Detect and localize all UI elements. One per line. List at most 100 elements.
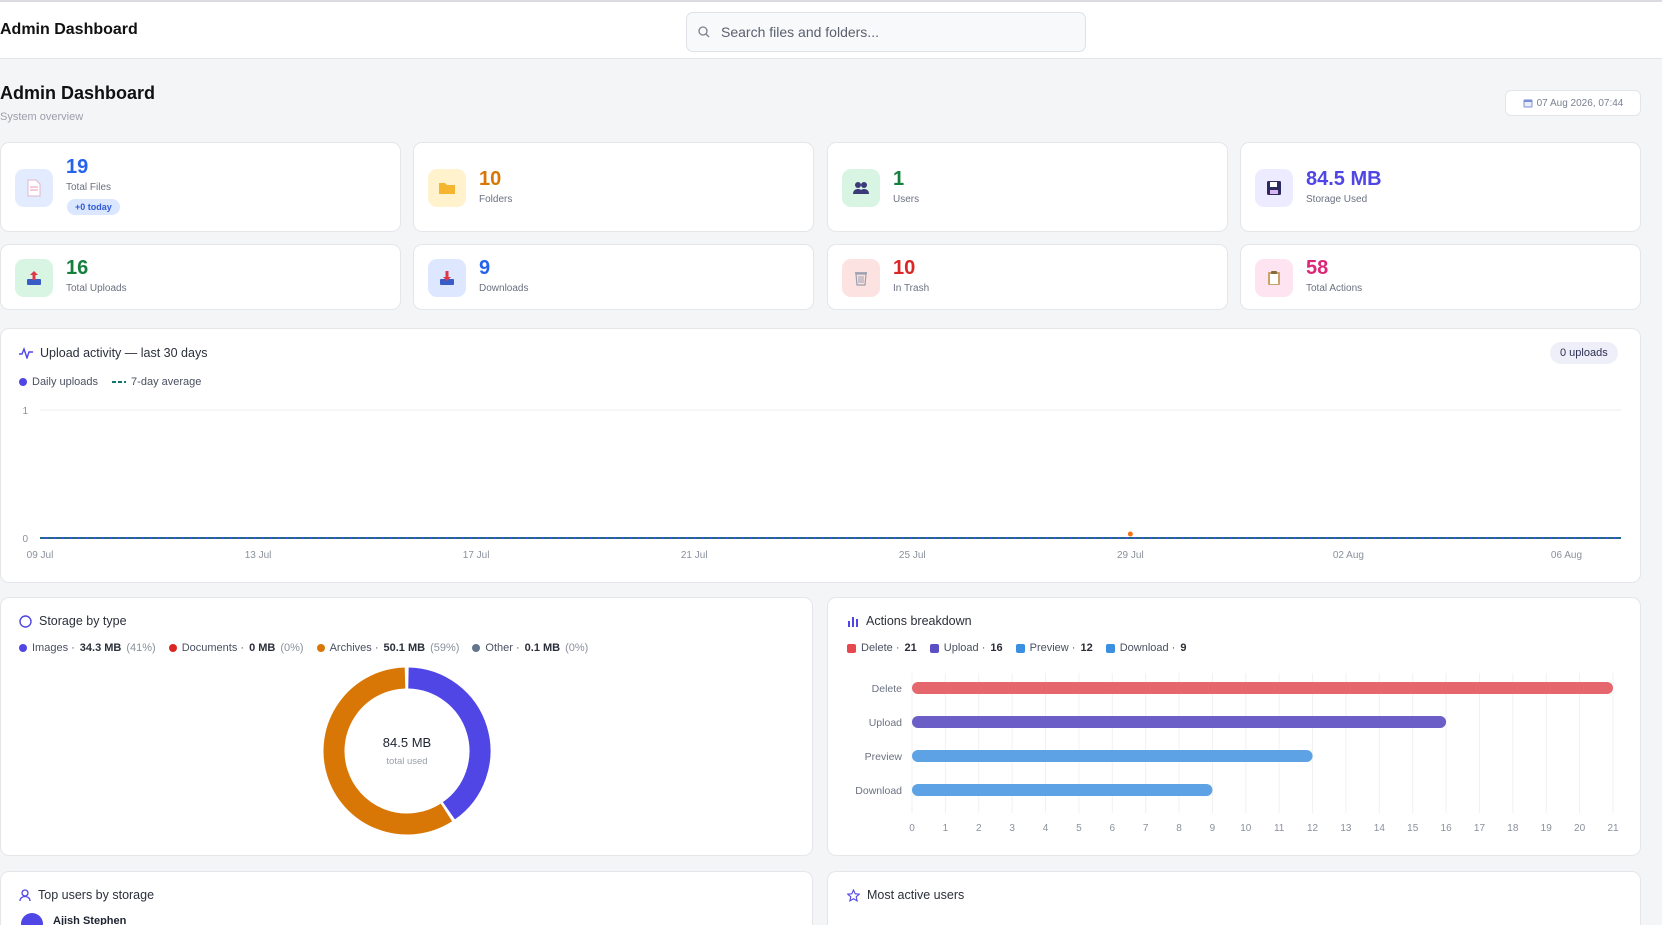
stat-value: 19 [66,156,89,178]
search-box[interactable] [686,12,1086,52]
today-badge: +0 today [67,199,120,215]
x-tick-label: 15 [1407,823,1419,834]
page-subtitle: System overview [0,111,84,123]
donut-slice-images [407,667,491,820]
top-bar: Admin Dashboard [0,0,1662,59]
top-user-name[interactable]: Ajish Stephen [53,915,127,925]
legend-item-average[interactable]: 7-day average [112,376,201,388]
y-tick-label: 1 [22,406,28,417]
app-title: Admin Dashboard [0,21,138,38]
top-users-title-text: Top users by storage [38,888,155,902]
x-tick-label: 20 [1574,823,1586,834]
legend-percent: (0%) [280,642,304,654]
legend-swatch [112,381,127,383]
search-input[interactable] [721,13,1076,51]
legend-swatch [1105,643,1115,653]
legend-item-preview: Preview · 12 [1015,642,1093,654]
trash-icon [842,259,880,297]
stat-card-trash: 10 In Trash [827,244,1228,310]
y-category-label: Upload [869,717,902,729]
storage-by-type-title: Storage by type [19,614,127,628]
ring-icon [19,614,32,628]
storage-legend: Images · 34.3 MB (41%) Documents · 0 MB (0%) A… [19,642,588,654]
legend-value: 9 [1180,642,1187,654]
stat-card-total-files: 19 Total Files +0 today [0,142,401,232]
upload-activity-panel [0,328,1641,583]
top-users-panel [0,871,813,925]
legend-label: Documents · [181,642,245,654]
star-icon [847,888,860,902]
stat-card-total-actions: 58 Total Actions [1240,244,1641,310]
legend-item-delete: Delete · 21 [847,642,917,654]
legend-value: 16 [990,642,1003,654]
file-icon [15,169,53,207]
y-category-label: Download [855,785,902,797]
stat-value: 9 [479,257,491,279]
stat-label: Total Uploads [66,283,127,294]
x-tick-label: 12 [1307,823,1319,834]
stat-value: 1 [893,168,905,190]
stat-label: Users [893,194,920,205]
actions-breakdown-title-text: Actions breakdown [866,614,972,628]
x-tick-label: 1 [943,823,949,834]
legend-swatch [472,644,481,652]
legend-label: Delete · [861,642,900,654]
legend-size: 0 MB [249,642,276,654]
stat-value: 10 [893,257,916,279]
donut-center-value: 84.5 MB [382,735,432,750]
stat-card-downloads: 9 Downloads [413,244,814,310]
x-tick-label: 0 [909,823,915,834]
legend-value: 21 [904,642,917,654]
stat-card-storage: 84.5 MB Storage Used [1240,142,1641,232]
most-active-users-panel [827,871,1641,925]
stat-label: In Trash [893,283,930,294]
legend-swatch [19,644,27,652]
upload-activity-title: Upload activity — last 30 days [19,346,207,360]
upload-activity-title-text: Upload activity — last 30 days [40,346,208,360]
calendar-icon [1523,99,1533,108]
legend-size: 0.1 MB [524,642,561,654]
legend-item-download: Download · 9 [1105,642,1187,654]
x-tick-label: 6 [1110,823,1116,834]
legend-item-other: Other · 0.1 MB (0%) [472,642,588,654]
legend-label: Preview · [1029,642,1076,654]
legend-label: Daily uploads [32,376,99,388]
stat-value: 58 [1306,257,1329,279]
folder-icon [428,169,466,207]
bar-chart-icon [848,617,858,627]
stat-label: Folders [479,194,513,205]
x-tick-label: 11 [1274,823,1285,834]
x-tick-label: 17 [1474,823,1486,834]
avatar [21,913,43,925]
legend-label: 7-day average [131,376,202,388]
x-tick-label: 18 [1507,823,1519,834]
x-tick-label: 10 [1240,823,1252,834]
legend-value: 12 [1080,642,1093,654]
highlight-point [1127,531,1133,537]
stat-value: 16 [66,257,89,279]
stat-card-folders: 10 Folders [413,142,814,232]
most-active-users-title: Most active users [847,888,964,902]
pulse-icon [19,347,33,359]
uploads-count-pill: 0 uploads [1550,342,1618,364]
storage-donut-chart [323,667,491,835]
bar-upload [912,716,1447,728]
x-tick-label: 21 [1607,823,1619,834]
legend-label: Archives · [329,642,379,654]
legend-item-daily[interactable]: Daily uploads [19,376,98,388]
x-tick-label: 06 Aug [1551,550,1582,561]
x-tick-label: 09 Jul [27,550,54,561]
user-icon [19,888,31,901]
floppy-disk-icon [1255,169,1293,207]
legend-label: Download · [1119,642,1176,654]
actions-legend: Delete · 21 Upload · 16 Preview · 12 Download … [847,642,1186,654]
most-active-users-title-text: Most active users [867,888,965,902]
upload-activity-legend: Daily uploads 7-day average [19,376,201,388]
stat-label: Storage Used [1306,194,1368,205]
storage-by-type-title-text: Storage by type [39,614,127,628]
donut-slice-archives [323,667,453,835]
legend-item-upload: Upload · 16 [929,642,1003,654]
legend-item-archives: Archives · 50.1 MB (59%) [316,642,459,654]
x-tick-label: 9 [1210,823,1216,834]
top-users-title: Top users by storage [19,888,154,902]
